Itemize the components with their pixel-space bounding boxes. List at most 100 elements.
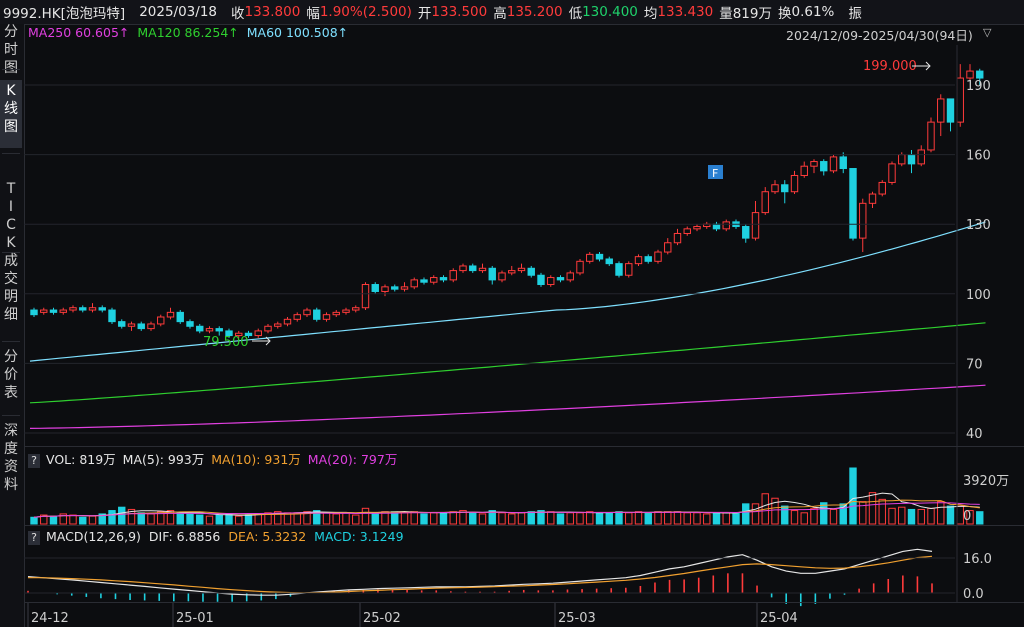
date-range[interactable]: 2024/12/09-2025/04/30(94日) [786, 28, 973, 43]
candle [517, 267, 526, 272]
volume-bar [810, 507, 818, 525]
candle [157, 316, 165, 325]
volume-bar [556, 513, 565, 525]
ma120-line [29, 322, 986, 404]
tab-divider [2, 415, 20, 416]
candle [313, 309, 321, 320]
candle [829, 156, 838, 172]
tab-intraday[interactable]: 分时图 [4, 24, 18, 76]
low-annotation: 79.500 [203, 335, 249, 350]
candle [118, 321, 126, 327]
volume-bar [264, 512, 272, 525]
turnover-value: 0.61% [791, 4, 835, 20]
candle [576, 260, 584, 274]
volume-tick-label: 0 [963, 509, 971, 524]
volume-bar [849, 467, 857, 525]
volume-bar [108, 510, 116, 525]
volume-bar [790, 510, 799, 525]
volume-bar [800, 512, 808, 525]
volume-bar [751, 503, 760, 525]
volume-bar [781, 505, 789, 525]
volume-bar [605, 512, 613, 525]
axes: 40 70 100 130 160 190 3920万 0 16.0 0.0 24-12 25-01 2… [24, 45, 1009, 627]
candle [664, 242, 672, 253]
candle [946, 98, 955, 123]
tab-price-table[interactable]: 分价表 [4, 349, 18, 401]
volume-bar [352, 514, 360, 525]
candle [137, 323, 145, 330]
candle [196, 325, 204, 332]
volume-help-button[interactable]: ? [28, 454, 40, 468]
candle [654, 251, 662, 262]
high-arrow-icon [912, 61, 931, 71]
volume-bar [966, 510, 974, 525]
volume-bar [898, 506, 906, 525]
volume-bar [225, 513, 233, 525]
dea-line [28, 555, 933, 594]
tab-divider [2, 69, 20, 70]
candle [303, 309, 311, 316]
volume-bar [820, 502, 828, 525]
volume-bar [517, 512, 526, 525]
candle [595, 253, 604, 260]
event-marker-icon [708, 165, 723, 179]
volume-bar [488, 510, 496, 525]
volume-bar [946, 505, 955, 525]
volume-bar [40, 514, 48, 525]
candle [566, 272, 574, 281]
volume-bar [937, 501, 945, 525]
range-dropdown-icon[interactable]: ▽ [983, 26, 992, 39]
volume-bar [586, 511, 594, 525]
candle [868, 193, 877, 204]
tab-depth-info[interactable]: 深度资料 [4, 423, 18, 493]
candle [235, 332, 243, 337]
candle [976, 70, 984, 79]
y-tick-label: 160 [966, 149, 991, 164]
volume-bar [927, 507, 935, 525]
volume-bar [400, 512, 409, 525]
volume-bar [69, 514, 77, 525]
candle [205, 328, 214, 332]
volume-bar [147, 513, 155, 525]
volume-bar [771, 497, 779, 525]
volume-panel [30, 467, 984, 525]
x-tick-label: 25-02 [363, 611, 401, 626]
volume-bar [868, 492, 877, 525]
candle [712, 223, 721, 230]
macd-help-button[interactable]: ? [28, 531, 40, 545]
volume-bar [59, 513, 67, 525]
volume-bar [176, 512, 184, 525]
candle [88, 307, 97, 311]
candle [59, 309, 67, 313]
candle [49, 309, 58, 313]
volume-bar [410, 511, 418, 525]
avg-label: 均 [643, 6, 658, 22]
candle [966, 70, 974, 79]
candle [693, 226, 701, 230]
tab-trade-detail[interactable]: 成交明细 [4, 253, 18, 323]
x-tick-label: 25-04 [760, 611, 798, 626]
volume-bar [498, 512, 506, 525]
candle [742, 226, 750, 239]
volume-tick-label: 3920万 [963, 474, 1009, 489]
volume-bar [166, 510, 175, 525]
candle [371, 284, 379, 292]
volume-bar [917, 508, 925, 525]
event-marker-label: F [712, 167, 718, 180]
candle [625, 263, 633, 276]
candle [332, 311, 340, 316]
candle [459, 265, 467, 272]
quote-bar: 9992.HK[泡泡玛特] 2025/03/18 收 133.800 幅 1.90%… [0, 0, 1024, 25]
candle [917, 149, 925, 165]
candle [810, 161, 818, 167]
macd-dea: DEA: 5.3232 [228, 529, 307, 544]
vol-ma20-line [33, 502, 980, 518]
volume-bar [634, 511, 643, 525]
stock-name[interactable]: 9992.HK[泡泡玛特] [3, 6, 126, 22]
candle [274, 323, 282, 327]
close-label: 收 [231, 6, 245, 22]
